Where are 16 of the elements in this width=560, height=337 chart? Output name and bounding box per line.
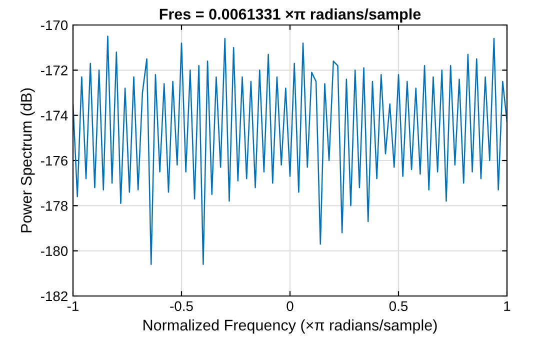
y-tick-label: -178 xyxy=(40,201,68,211)
line-series xyxy=(73,36,507,266)
y-axis-title: Power Spectrum (dB) xyxy=(20,88,35,232)
y-tick-label: -176 xyxy=(40,156,68,166)
y-tick-label: -172 xyxy=(40,66,68,76)
x-tick-label: -1 xyxy=(67,301,78,311)
x-tick-label: -0.5 xyxy=(170,301,193,312)
chart-title: Fres = 0.0061331 ×π radians/sample xyxy=(160,8,421,23)
x-tick-label: 1 xyxy=(504,301,510,311)
x-tick-label: 0 xyxy=(286,301,294,312)
y-tick-label: -170 xyxy=(40,20,68,30)
y-tick-label: -174 xyxy=(40,110,68,120)
x-axis-title: Normalized Frequency (×π radians/sample) xyxy=(144,319,437,334)
x-tick-label: 0.5 xyxy=(389,301,408,312)
y-tick-label: -182 xyxy=(40,291,68,302)
y-tick-label: -180 xyxy=(40,246,68,256)
